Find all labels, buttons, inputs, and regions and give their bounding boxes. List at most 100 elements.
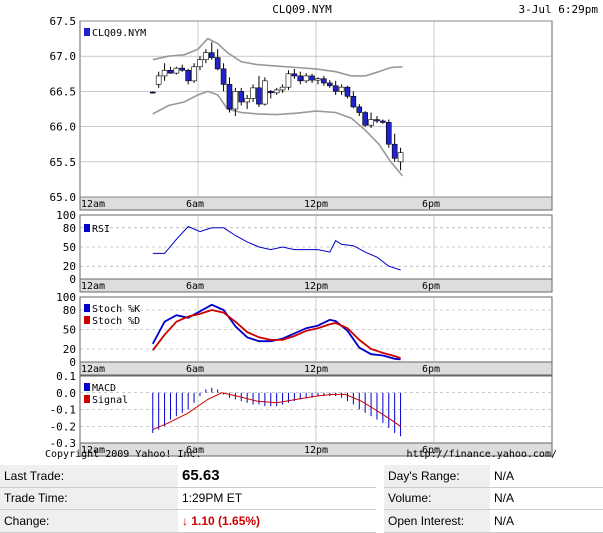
candle-body-21 <box>273 89 280 94</box>
candle-body-31 <box>332 85 339 92</box>
candle-body-7 <box>191 66 197 82</box>
legend-stoch-label-1: Stoch %D <box>92 316 140 327</box>
change-value: 1.10 (1.65%) <box>191 514 261 529</box>
candle-body-33 <box>344 86 351 97</box>
candle-body-24 <box>291 73 298 77</box>
ytick-rsi-2: 50 <box>63 241 76 254</box>
ytick-stoch-2: 50 <box>63 324 76 337</box>
candle-body-1 <box>155 75 162 85</box>
ytick-rsi-1: 80 <box>63 222 76 235</box>
xtick-price-2: 12pm <box>304 199 328 210</box>
candle-body-19 <box>262 80 268 105</box>
candle-body-22 <box>279 86 286 91</box>
days-range-value: N/A <box>490 465 603 488</box>
legend-price-swatch <box>84 28 90 36</box>
ytick-price-3: 66.0 <box>50 121 77 134</box>
stoch-line-1 <box>152 309 401 359</box>
xtick-price-0: 12am <box>81 199 105 210</box>
rsi-line <box>152 225 401 271</box>
legend-rsi-swatch <box>84 224 90 232</box>
down-arrow-icon: ↓ <box>182 514 188 529</box>
legend-macd-label-1: Signal <box>92 395 128 406</box>
ytick-price-2: 66.5 <box>50 85 77 98</box>
candle-body-5 <box>179 67 186 71</box>
xtick-rsi-3: 6pm <box>422 281 440 292</box>
change-label: Change: <box>0 509 178 533</box>
trade-time-value: 1:29PM ET <box>178 487 376 511</box>
candle-body-30 <box>326 82 333 87</box>
chart-symbol-title: CLQ09.NYM <box>272 3 332 16</box>
change-value-cell: ↓ 1.10 (1.65%) <box>178 509 376 533</box>
candle-body-41 <box>391 143 398 159</box>
chart-source-url[interactable]: http://finance.yahoo.com/ <box>406 449 557 460</box>
bollinger-upper-line <box>152 37 403 77</box>
candle-body-39 <box>380 120 386 123</box>
volume-value: N/A <box>490 487 603 511</box>
legend-price-label: CLQ09.NYM <box>92 28 146 39</box>
xtick-macd-3: 6pm <box>422 445 440 456</box>
candle-body-23 <box>285 73 292 88</box>
candle-body-6 <box>185 69 191 82</box>
ytick-stoch-3: 20 <box>63 343 76 356</box>
candle-body-10 <box>208 52 215 58</box>
candle-body-2 <box>161 69 168 77</box>
ytick-stoch-4: 0 <box>69 356 76 369</box>
xtick-macd-1: 6am <box>186 445 204 456</box>
candle-body-25 <box>297 75 304 82</box>
ytick-macd-4: -0.3 <box>50 437 77 450</box>
ytick-price-1: 67.0 <box>50 50 77 63</box>
xtick-rsi-2: 12pm <box>304 281 328 292</box>
last-trade-label: Last Trade: <box>0 465 178 488</box>
open-interest-value: N/A <box>490 509 603 533</box>
ytick-macd-0: 0.1 <box>56 370 76 383</box>
candle-body-3 <box>167 69 174 74</box>
xtick-macd-0: 12am <box>81 445 105 456</box>
candle-body-0 <box>149 91 156 94</box>
candle-body-17 <box>250 87 256 99</box>
xtick-stoch-1: 6am <box>186 364 204 375</box>
ytick-stoch-1: 80 <box>63 304 76 317</box>
ytick-macd-2: -0.1 <box>50 404 77 417</box>
ytick-rsi-3: 20 <box>63 260 76 273</box>
candle-body-16 <box>244 98 250 103</box>
legend-stoch-swatch-0 <box>84 304 90 312</box>
legend-macd-swatch-1 <box>84 395 90 403</box>
macd-signal-line <box>152 392 401 431</box>
candle-body-38 <box>374 119 380 122</box>
candle-body-18 <box>256 87 262 105</box>
candle-body-8 <box>197 59 203 68</box>
ytick-macd-3: -0.2 <box>50 420 77 433</box>
trade-time-label: Trade Time: <box>0 487 178 511</box>
xtick-price-3: 6pm <box>422 199 440 210</box>
candle-body-20 <box>267 91 274 94</box>
candle-body-9 <box>203 52 209 61</box>
xtick-price-1: 6am <box>186 199 204 210</box>
ytick-price-5: 65.0 <box>50 191 77 204</box>
candle-body-42 <box>397 152 404 163</box>
candle-body-29 <box>321 78 327 84</box>
legend-stoch-label-0: Stoch %K <box>92 304 140 315</box>
ytick-rsi-0: 100 <box>56 209 76 222</box>
ytick-stoch-0: 100 <box>56 291 76 304</box>
candle-body-11 <box>214 57 221 70</box>
xtick-stoch-3: 6pm <box>422 364 440 375</box>
bollinger-lower-line <box>152 90 404 177</box>
chart-tick-labels: 67.5 67.0 66.5 66.0 65.5 65.0 12am 6am 12pm 6pm 10… <box>50 15 441 456</box>
price-chart: CLQ09.NYM 3-Jul 6:29pm 67.567.066.566.06… <box>45 3 598 460</box>
candle-body-35 <box>356 106 363 113</box>
chart-copyright: Copyright 2009 Yahoo! Inc. <box>45 449 202 460</box>
xtick-macd-2: 12pm <box>304 445 328 456</box>
legend-macd-swatch-0 <box>84 383 90 391</box>
candle-body-27 <box>309 75 315 81</box>
candle-body-40 <box>385 122 392 145</box>
candle-body-13 <box>226 84 233 110</box>
candle-body-32 <box>338 86 345 92</box>
xtick-rsi-1: 6am <box>186 281 204 292</box>
legend-macd-label-0: MACD <box>92 383 116 394</box>
legend-rsi-label: RSI <box>92 224 110 235</box>
xtick-stoch-2: 12pm <box>304 364 328 375</box>
legend-stoch-swatch-1 <box>84 316 90 324</box>
volume-label: Volume: <box>384 487 490 511</box>
xtick-stoch-0: 12am <box>81 364 105 375</box>
candle-body-14 <box>232 91 239 110</box>
